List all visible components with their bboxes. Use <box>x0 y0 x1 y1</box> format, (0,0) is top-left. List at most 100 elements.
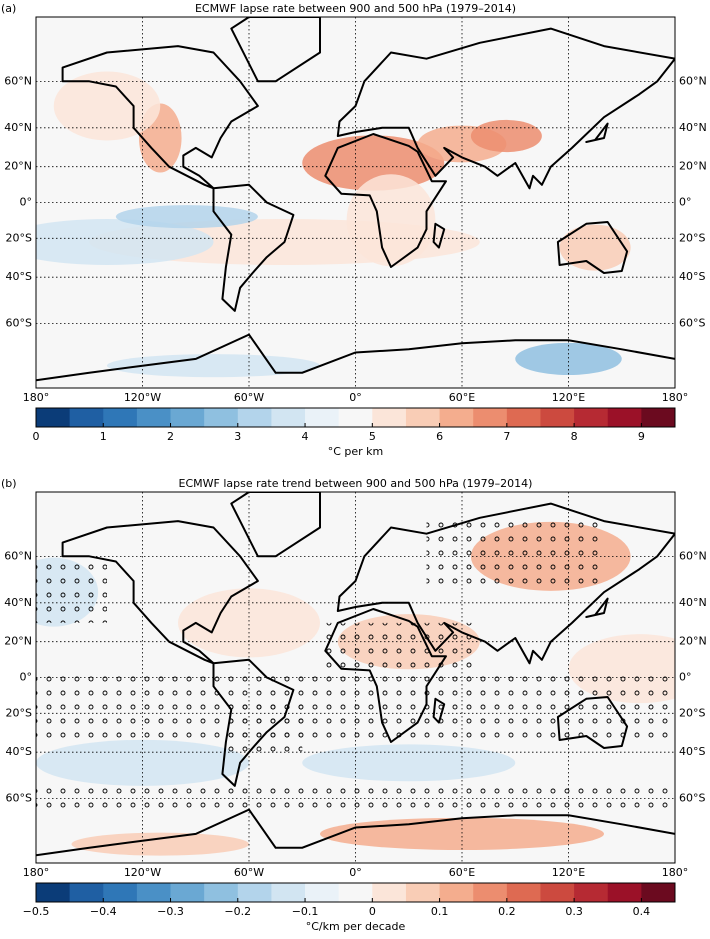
lon-tick-label: 120°W <box>124 391 161 404</box>
colorbar-segment <box>238 408 272 427</box>
lon-tick-label: 180° <box>662 866 689 879</box>
colorbar-tick-label: 7 <box>503 430 510 443</box>
colorbar-segment <box>171 408 205 427</box>
colorbar-tick-label: 0.2 <box>498 905 516 918</box>
colorbar-segment <box>574 883 608 902</box>
colorbar-segment <box>271 408 305 427</box>
colorbar-tick-label: 2 <box>167 430 174 443</box>
significance-stipple <box>222 704 302 752</box>
colorbar-tick-label: 9 <box>638 430 645 443</box>
lat-tick-label: 20°N <box>679 635 707 648</box>
lat-tick-label: 40°S <box>679 745 705 758</box>
shading <box>72 833 250 856</box>
lon-tick-label: 120°W <box>124 866 161 879</box>
lon-tick-label: 180° <box>23 866 50 879</box>
colorbar-tick-label: −0.4 <box>90 905 117 918</box>
lat-tick-label: 60°S <box>6 317 32 330</box>
colorbar-segment <box>540 883 574 902</box>
colorbar-tick-label: −0.1 <box>292 905 319 918</box>
colorbar-segment <box>507 883 541 902</box>
lat-tick-label: 60°N <box>679 549 707 562</box>
colorbar-tick-label: 0.1 <box>431 905 449 918</box>
shading <box>302 744 515 781</box>
lat-tick-label: 60°S <box>6 792 32 805</box>
lon-tick-label: 0° <box>349 391 362 404</box>
colorbar-segment <box>372 408 406 427</box>
colorbar-tick-label: 0.3 <box>565 905 583 918</box>
colorbar-segment <box>36 883 70 902</box>
lat-tick-label: 60°N <box>679 74 707 87</box>
colorbar-segment <box>540 408 574 427</box>
significance-stipple <box>36 556 107 623</box>
colorbar-tick-label: 0.4 <box>633 905 651 918</box>
colorbar-segment <box>574 408 608 427</box>
lat-tick-label: 20°S <box>679 706 705 719</box>
lon-tick-label: 60°W <box>234 866 264 879</box>
lon-tick-label: 120°E <box>552 391 585 404</box>
colorbar-segment <box>137 883 171 902</box>
panel-label: (a) <box>1 2 16 15</box>
panel-label: (b) <box>1 477 17 490</box>
lat-tick-label: 0° <box>20 196 33 209</box>
lat-tick-label: 0° <box>679 671 692 684</box>
colorbar-tick-label: −0.2 <box>224 905 251 918</box>
colorbar-tick-label: 6 <box>436 430 443 443</box>
colorbar-segment <box>406 883 440 902</box>
lat-tick-label: 20°S <box>6 231 32 244</box>
colorbar-tick-label: 3 <box>234 430 241 443</box>
colorbar-segment <box>271 883 305 902</box>
shading <box>116 205 258 228</box>
colorbar-segment <box>641 408 675 427</box>
shading <box>471 120 542 152</box>
lat-tick-label: 20°N <box>4 160 32 173</box>
colorbar-tick-label: 0 <box>33 430 40 443</box>
colorbar-segment <box>70 408 104 427</box>
lat-tick-label: 60°S <box>679 792 705 805</box>
lat-tick-label: 60°N <box>4 74 32 87</box>
colorbar-tick-label: 1 <box>100 430 107 443</box>
colorbar-segment <box>608 883 642 902</box>
colorbar-segment <box>204 883 238 902</box>
colorbar-tick-label: 0 <box>369 905 376 918</box>
colorbar-segment <box>238 883 272 902</box>
colorbar-label: °C per km <box>328 445 384 458</box>
panel-title: ECMWF lapse rate between 900 and 500 hPa… <box>195 2 516 15</box>
lat-tick-label: 60°S <box>679 317 705 330</box>
panel-title: ECMWF lapse rate trend between 900 and 5… <box>179 477 533 490</box>
colorbar-segment <box>204 408 238 427</box>
lat-tick-label: 40°N <box>4 121 32 134</box>
lon-tick-label: 60°E <box>449 391 475 404</box>
colorbar-segment <box>171 883 205 902</box>
colorbar-label: °C/km per decade <box>306 920 406 933</box>
lat-tick-label: 40°S <box>679 270 705 283</box>
colorbar-segment <box>372 883 406 902</box>
colorbar-segment <box>305 883 339 902</box>
colorbar-segment <box>473 408 507 427</box>
lat-tick-label: 40°N <box>679 596 707 609</box>
lat-tick-label: 20°S <box>6 706 32 719</box>
colorbar-tick-label: 8 <box>571 430 578 443</box>
lat-tick-label: 0° <box>679 196 692 209</box>
shading <box>36 740 249 786</box>
colorbar-segment <box>473 883 507 902</box>
lon-tick-label: 180° <box>23 391 50 404</box>
lon-tick-label: 60°E <box>449 866 475 879</box>
colorbar-segment <box>305 408 339 427</box>
lat-tick-label: 40°N <box>679 121 707 134</box>
colorbar-tick-label: 4 <box>302 430 309 443</box>
colorbar-segment <box>70 883 104 902</box>
lat-tick-label: 20°N <box>4 635 32 648</box>
lat-tick-label: 60°N <box>4 549 32 562</box>
lat-tick-label: 20°S <box>679 231 705 244</box>
lat-tick-label: 40°S <box>6 270 32 283</box>
lat-tick-label: 20°N <box>679 160 707 173</box>
colorbar-segment <box>440 883 474 902</box>
lat-tick-label: 40°S <box>6 745 32 758</box>
colorbar-tick-label: 5 <box>369 430 376 443</box>
colorbar-segment <box>137 408 171 427</box>
colorbar-segment <box>641 883 675 902</box>
colorbar-segment <box>339 408 373 427</box>
colorbar-tick-label: −0.5 <box>23 905 50 918</box>
lat-tick-label: 40°N <box>4 596 32 609</box>
